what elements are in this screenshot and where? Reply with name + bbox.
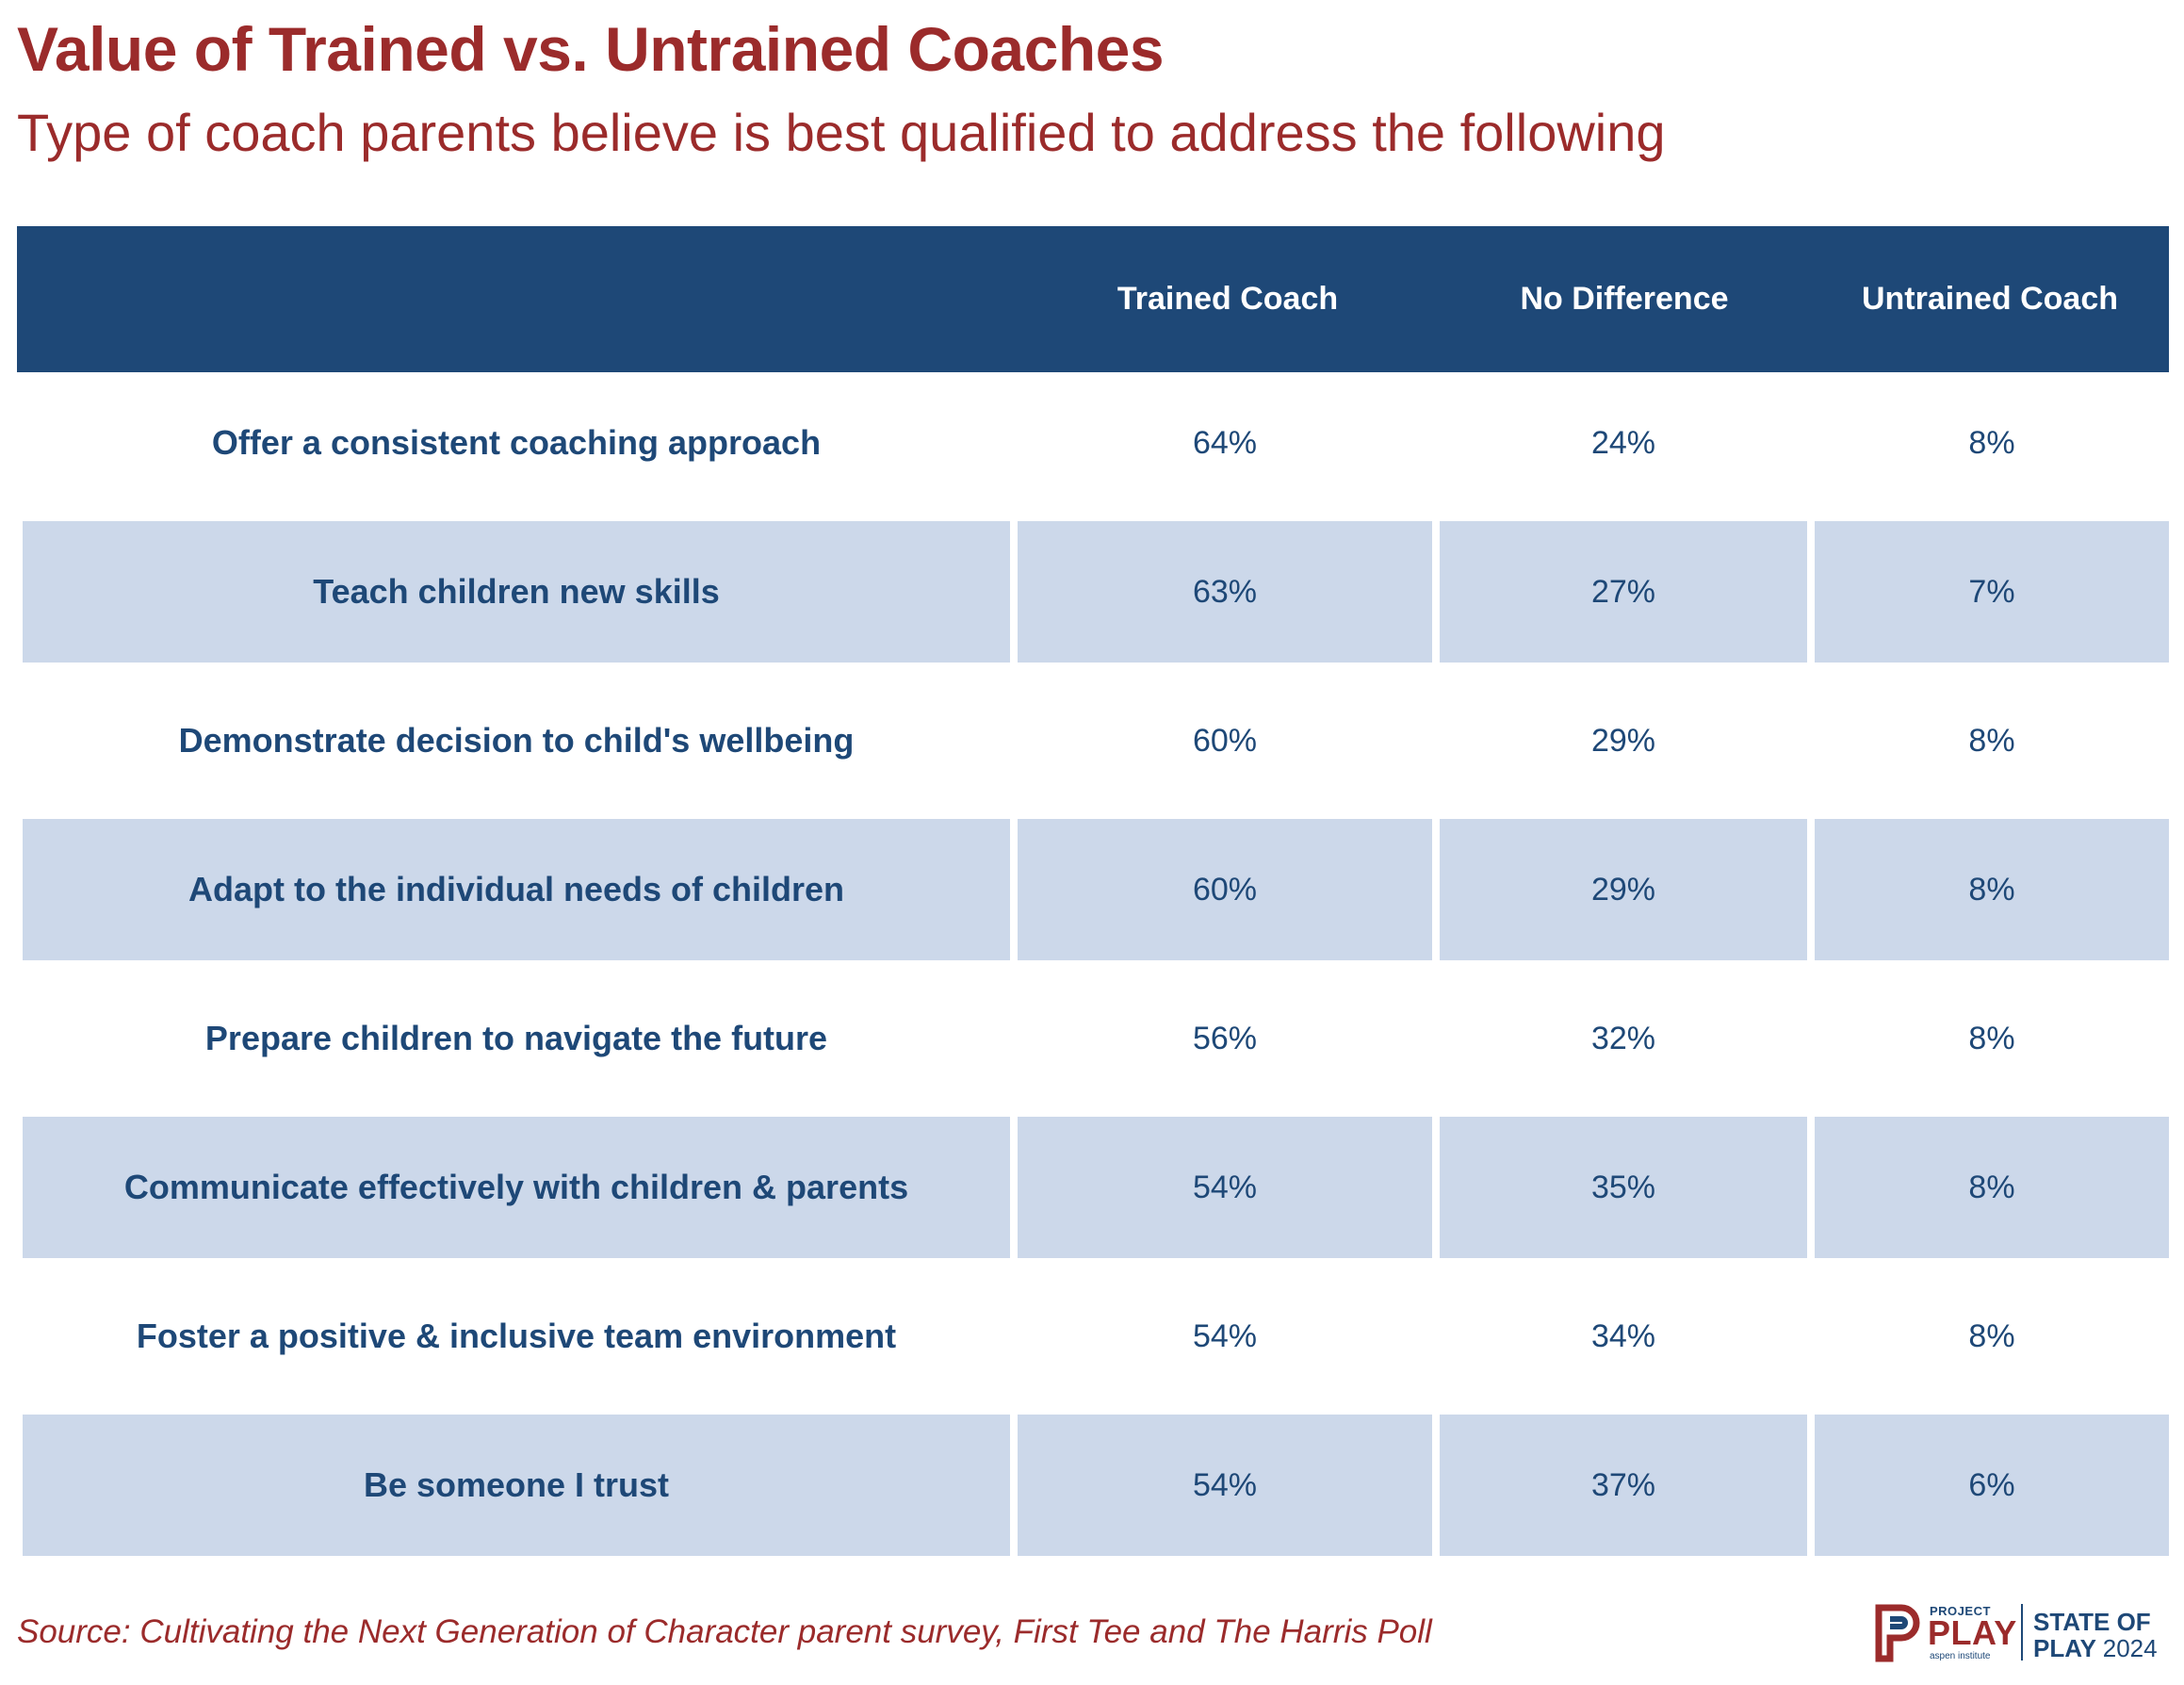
table-row: Prepare children to navigate the future 5… <box>17 968 2169 1109</box>
no-difference-value: 35% <box>1440 1117 1807 1258</box>
header-cell-blank <box>17 226 1018 372</box>
trained-coach-value: 60% <box>1192 722 1258 759</box>
row-label: Teach children new skills <box>23 521 1010 663</box>
header-untrained-coach: Untrained Coach <box>1861 281 2119 317</box>
data-table: Trained Coach No Difference Untrained Co… <box>17 226 2169 1556</box>
table-row: Teach children new skills 63% 27% 7% <box>17 521 2169 663</box>
logo-state-of-text: STATE OF <box>2033 1608 2151 1636</box>
no-difference-value: 34% <box>1590 1317 1656 1354</box>
logo-aspen-text: aspen institute <box>1930 1651 1991 1661</box>
untrained-coach-value: 8% <box>1968 722 2015 759</box>
trained-coach-value: 54% <box>1192 1317 1258 1354</box>
untrained-coach-value: 7% <box>1815 521 2169 663</box>
untrained-coach-value: 8% <box>1968 1020 2015 1056</box>
untrained-coach-value: 8% <box>1815 819 2169 960</box>
trained-coach-value: 54% <box>1018 1117 1432 1258</box>
project-play-logo: PROJECT PLAY aspen institute STATE OF PL… <box>1875 1602 2158 1664</box>
table-row: Foster a positive & inclusive team envir… <box>17 1266 2169 1407</box>
trained-coach-value: 56% <box>1192 1020 1258 1056</box>
header-no-difference: No Difference <box>1520 281 1729 317</box>
header-trained-coach: Trained Coach <box>1116 281 1339 317</box>
no-difference-value: 29% <box>1440 819 1807 960</box>
row-label: Offer a consistent coaching approach <box>211 423 822 462</box>
trained-coach-value: 60% <box>1018 819 1432 960</box>
row-label: Be someone I trust <box>23 1415 1010 1556</box>
no-difference-value: 37% <box>1440 1415 1807 1556</box>
table-row: Offer a consistent coaching approach 64% 2… <box>17 372 2169 514</box>
logo-play-year-text: PLAY 2024 <box>2033 1634 2158 1662</box>
row-label: Demonstrate decision to child's wellbein… <box>178 721 855 760</box>
untrained-coach-value: 8% <box>1968 1317 2015 1354</box>
row-label: Foster a positive & inclusive team envir… <box>136 1317 897 1355</box>
row-label: Communicate effectively with children & … <box>23 1117 1010 1258</box>
logo-divider <box>2021 1604 2023 1660</box>
table-row: Demonstrate decision to child's wellbein… <box>17 670 2169 811</box>
untrained-coach-value: 8% <box>1815 1117 2169 1258</box>
table-header: Trained Coach No Difference Untrained Co… <box>17 226 2169 372</box>
no-difference-value: 24% <box>1590 424 1656 461</box>
logo-play-text: PLAY <box>1928 1613 2017 1652</box>
logo-project-text: PROJECT <box>1930 1604 1991 1618</box>
no-difference-value: 29% <box>1590 722 1656 759</box>
row-label: Adapt to the individual needs of childre… <box>23 819 1010 960</box>
trained-coach-value: 54% <box>1018 1415 1432 1556</box>
table-row: Adapt to the individual needs of childre… <box>17 819 2169 960</box>
no-difference-value: 27% <box>1440 521 1807 663</box>
table-row: Communicate effectively with children & … <box>17 1117 2169 1258</box>
chart-subtitle: Type of coach parents believe is best qu… <box>17 103 1666 162</box>
row-label: Prepare children to navigate the future <box>204 1019 828 1057</box>
source-note: Source: Cultivating the Next Generation … <box>17 1613 1432 1650</box>
no-difference-value: 32% <box>1590 1020 1656 1056</box>
chart-title: Value of Trained vs. Untrained Coaches <box>17 14 1165 84</box>
trained-coach-value: 64% <box>1192 424 1258 461</box>
untrained-coach-value: 8% <box>1968 424 2015 461</box>
untrained-coach-value: 6% <box>1815 1415 2169 1556</box>
project-play-mark-icon <box>1875 1604 1920 1662</box>
table-row: Be someone I trust 54% 37% 6% <box>17 1415 2169 1556</box>
trained-coach-value: 63% <box>1018 521 1432 663</box>
